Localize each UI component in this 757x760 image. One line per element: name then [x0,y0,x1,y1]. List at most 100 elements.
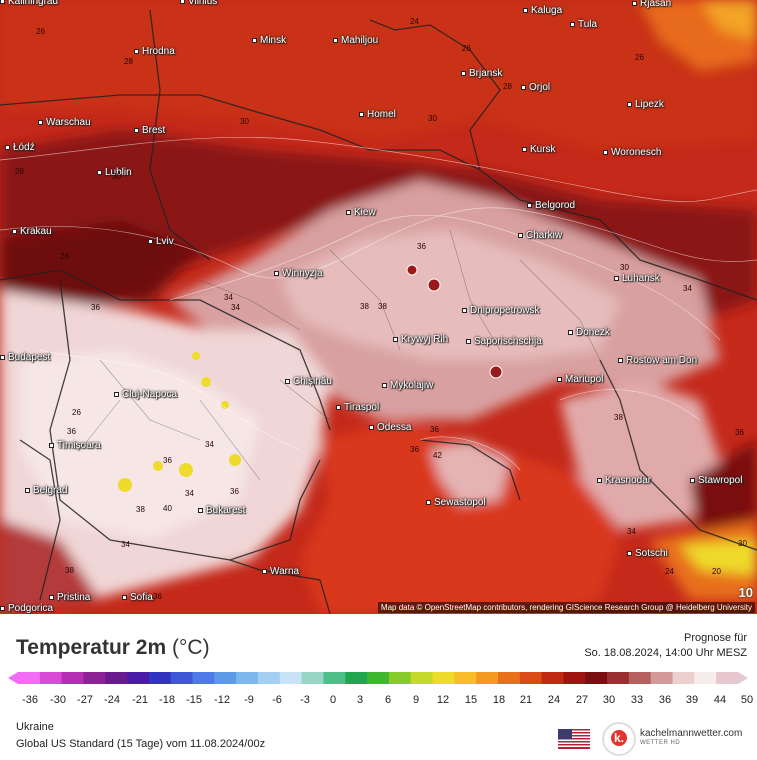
colorbar-segment [694,672,717,684]
city-name: Donezk [576,327,610,338]
brand-subtitle: WETTER HD [640,740,681,746]
city-label: Krasnodar [597,475,651,486]
city-name: Kursk [530,144,556,155]
colorbar-tick-label: -9 [244,694,254,706]
isotherm-label: 34 [683,284,692,293]
colorbar-tick-label: -6 [272,694,282,706]
city-label: Timișoara [49,440,101,451]
legend-title: Temperatur 2m (°C) [16,636,210,660]
city-name: Brjansk [469,68,503,79]
city-label: Tula [570,19,597,30]
temperature-map[interactable]: Kaliningrad Vilnius Kaluga Rjasan Tula Minsk M… [0,0,757,614]
isotherm-label: 30 [428,114,437,123]
city-dot-icon [522,146,527,152]
colorbar-segment [519,672,543,684]
city-name: Rostow am Don [626,355,698,366]
isotherm-label: 30 [738,539,747,548]
city-label: Stawropol [690,475,742,486]
city-label: Odessa [369,422,411,433]
brand-name[interactable]: kachelmannwetter.com [640,728,743,739]
city-label: Dnipropetrowsk [462,305,539,316]
isotherm-label: 36 [417,242,426,251]
city-label: Belgrad [25,485,67,496]
isotherm-label: 36 [163,456,172,465]
isotherm-label: 28 [503,82,512,91]
colorbar-min-arrow [8,672,18,684]
city-label: Luhansk [614,273,660,284]
city-name: Mahiljou [341,35,379,46]
colorbar-segment [585,672,608,684]
isotherm-label: 38 [614,413,623,422]
city-label: Rjasan [632,0,671,9]
isotherm-label: 28 [124,57,133,66]
city-dot-icon [382,382,387,388]
city-label: Woronesch [603,147,661,158]
city-name: Warschau [46,117,91,128]
colorbar [8,672,748,684]
isotherm-label: 36 [91,303,100,312]
isotherm-label: 38 [360,302,369,311]
colorbar-tick-label: 44 [713,694,727,706]
colorbar-segment [716,672,739,684]
city-label: Minsk [252,35,286,46]
city-name: Krywyj Rih [401,334,449,345]
city-dot-icon [38,119,43,125]
us-flag-icon[interactable] [558,729,590,749]
city-label: Pristina [49,592,90,603]
map-attribution[interactable]: Map data © OpenStreetMap contributors, r… [377,602,755,613]
city-name: Mariupol [565,374,604,385]
city-name: Charkiw [526,230,563,241]
city-name: Lublin [105,167,132,178]
isotherm-label: 20 [712,567,721,576]
city-label: Warna [262,566,299,577]
city-label: Orjol [521,82,550,93]
kachelmann-logo-icon[interactable]: k. [602,722,636,756]
city-name: Dnipropetrowsk [470,305,540,316]
isotherm-label: 34 [121,540,130,549]
city-dot-icon [134,48,139,54]
city-label: Warschau [38,117,91,128]
city-label: Mahiljou [333,35,378,46]
region-label: Ukraine [16,721,54,733]
colorbar-tick-label: -18 [159,694,175,706]
city-label: Donezk [568,327,610,338]
city-name: Kaluga [531,5,563,16]
city-name: Mykolajiw [390,380,434,391]
city-dot-icon [627,550,632,556]
isotherm-label: 26 [635,53,644,62]
colorbar-tick-label: -15 [186,694,202,706]
city-dot-icon [359,111,364,117]
colorbar-segment [672,672,695,684]
city-dot-icon [597,477,602,483]
city-dot-icon [252,37,257,43]
map-step-label: 10 [738,585,753,600]
colorbar-max-arrow [738,672,748,684]
colorbar-segment [628,672,652,684]
city-dot-icon [134,127,139,133]
city-name: Tula [578,19,598,30]
isotherm-label: 36 [735,428,744,437]
city-name: Cluj-Napoca [122,389,178,400]
city-name: Woronesch [611,147,662,158]
colorbar-segment [83,672,106,684]
colorbar-tick-label: 9 [412,694,420,706]
colorbar-segment [388,672,412,684]
city-dot-icon [462,307,467,313]
city-label: Lublin [97,167,132,178]
city-dot-icon [148,238,153,244]
city-label: Krywyj Rih [393,334,448,345]
colorbar-tick-label: 33 [630,694,644,706]
colorbar-segment [498,672,521,684]
city-dot-icon [570,21,575,27]
colorbar-segment [454,672,477,684]
city-dot-icon [5,144,10,150]
city-dot-icon [393,336,398,342]
colorbar-segment [650,672,674,684]
city-name: Winnyzja [282,268,323,279]
city-label: Sotschi [627,548,668,559]
colorbar-tick-label: 6 [384,694,392,706]
city-name: Vilnius [188,0,218,7]
colorbar-segment [323,672,346,684]
city-name: Orjol [529,82,551,93]
city-name: Krakau [20,226,52,237]
